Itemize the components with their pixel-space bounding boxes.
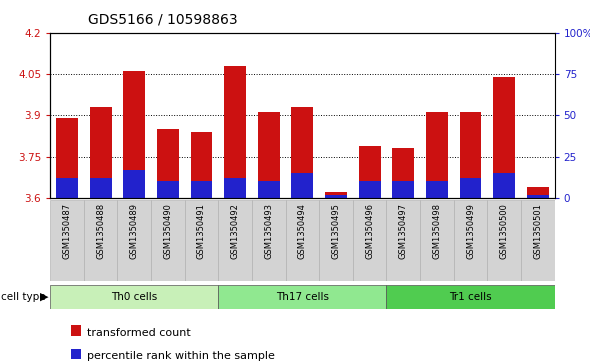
Bar bbox=[191, 132, 212, 198]
Bar bbox=[218, 285, 386, 309]
Text: percentile rank within the sample: percentile rank within the sample bbox=[87, 351, 275, 361]
Text: GSM1350496: GSM1350496 bbox=[365, 203, 374, 259]
Bar bbox=[527, 195, 549, 198]
Bar bbox=[56, 118, 78, 198]
Text: GSM1350501: GSM1350501 bbox=[533, 203, 542, 259]
Bar bbox=[493, 77, 515, 198]
Bar bbox=[191, 182, 212, 198]
Bar bbox=[460, 113, 481, 198]
Text: GSM1350493: GSM1350493 bbox=[264, 203, 273, 259]
Bar bbox=[386, 200, 420, 281]
Bar bbox=[454, 200, 487, 281]
Text: GDS5166 / 10598863: GDS5166 / 10598863 bbox=[88, 13, 238, 27]
Text: cell type: cell type bbox=[1, 292, 46, 302]
Bar bbox=[392, 182, 414, 198]
Bar bbox=[426, 182, 448, 198]
Bar bbox=[291, 107, 313, 198]
Bar bbox=[460, 178, 481, 198]
Bar bbox=[353, 200, 386, 281]
Text: Tr1 cells: Tr1 cells bbox=[449, 292, 492, 302]
Text: ▶: ▶ bbox=[40, 292, 48, 302]
Bar bbox=[157, 129, 179, 198]
Text: transformed count: transformed count bbox=[87, 327, 191, 338]
Bar bbox=[493, 173, 515, 198]
Bar bbox=[291, 173, 313, 198]
Bar bbox=[392, 148, 414, 198]
Bar bbox=[325, 195, 347, 198]
Bar bbox=[426, 113, 448, 198]
Text: GSM1350500: GSM1350500 bbox=[500, 203, 509, 259]
Bar bbox=[258, 182, 280, 198]
Bar bbox=[123, 71, 145, 198]
Text: GSM1350494: GSM1350494 bbox=[298, 203, 307, 259]
Bar bbox=[527, 187, 549, 198]
Text: GSM1350489: GSM1350489 bbox=[130, 203, 139, 259]
Bar bbox=[386, 285, 555, 309]
Text: GSM1350487: GSM1350487 bbox=[63, 203, 71, 259]
Text: GSM1350497: GSM1350497 bbox=[399, 203, 408, 259]
Text: GSM1350492: GSM1350492 bbox=[231, 203, 240, 259]
Bar bbox=[252, 200, 286, 281]
Bar bbox=[151, 200, 185, 281]
Bar bbox=[56, 178, 78, 198]
Bar bbox=[50, 285, 218, 309]
Bar bbox=[224, 66, 246, 198]
Text: GSM1350498: GSM1350498 bbox=[432, 203, 441, 259]
Bar bbox=[90, 178, 112, 198]
Bar bbox=[123, 170, 145, 198]
Text: GSM1350491: GSM1350491 bbox=[197, 203, 206, 259]
Text: Th17 cells: Th17 cells bbox=[276, 292, 329, 302]
Bar bbox=[359, 146, 381, 198]
Bar bbox=[90, 107, 112, 198]
Text: GSM1350499: GSM1350499 bbox=[466, 203, 475, 259]
Bar bbox=[50, 200, 84, 281]
Bar bbox=[258, 113, 280, 198]
Bar bbox=[325, 192, 347, 198]
Bar bbox=[117, 200, 151, 281]
Bar bbox=[218, 200, 252, 281]
Bar bbox=[224, 178, 246, 198]
Bar bbox=[359, 182, 381, 198]
Bar bbox=[521, 200, 555, 281]
Bar bbox=[185, 200, 218, 281]
Bar bbox=[157, 182, 179, 198]
Text: GSM1350495: GSM1350495 bbox=[332, 203, 340, 259]
Bar bbox=[84, 200, 117, 281]
Bar bbox=[420, 200, 454, 281]
Bar bbox=[487, 200, 521, 281]
Bar bbox=[286, 200, 319, 281]
Text: GSM1350490: GSM1350490 bbox=[163, 203, 172, 259]
Text: Th0 cells: Th0 cells bbox=[111, 292, 158, 302]
Text: GSM1350488: GSM1350488 bbox=[96, 203, 105, 259]
Bar bbox=[319, 200, 353, 281]
